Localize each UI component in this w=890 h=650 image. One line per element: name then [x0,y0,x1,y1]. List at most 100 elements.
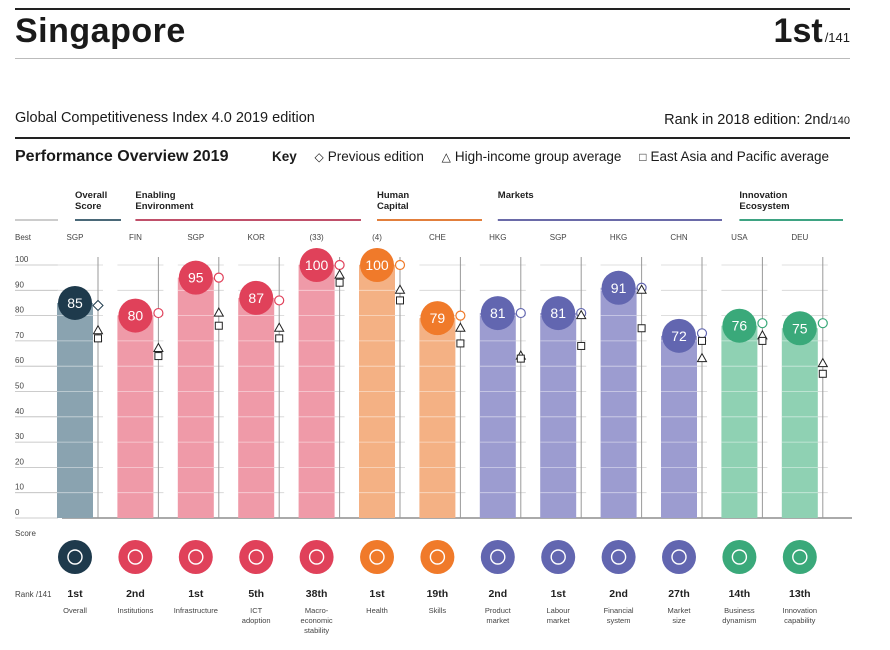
previous-edition-marker [334,259,345,271]
performance-chart: OverallScoreEnablingEnvironmentHumanCapi… [15,190,852,635]
score-label: 100 [365,257,389,273]
pillar-name-line: ICT [250,606,263,615]
key-east-asia: □ East Asia and Pacific average [639,149,829,164]
pillar-name-line: system [607,616,631,625]
east-asia-marker [516,354,525,363]
score-label: 85 [67,295,83,311]
pillar-name-line: stability [304,626,329,635]
east-asia-marker [154,352,163,361]
rank-2018-label: Rank in 2018 edition: 2nd [664,112,829,128]
high-income-marker [394,284,406,294]
high-income-marker [92,324,104,335]
best-country-label: HKG [610,233,627,242]
chart-key: Key ◇ Previous edition △ High-income group… [272,149,829,164]
country-name: Singapore [15,12,186,50]
icon-glyph-shape [188,549,204,565]
score-bar [57,302,93,518]
y-tick-label: 0 [15,508,20,517]
previous-edition-marker [817,318,828,329]
score-bar [540,313,577,518]
card-icon [601,540,636,574]
score-circle [239,280,274,315]
score-circle [662,318,696,353]
score-circle [178,260,213,295]
pillar-name-line: economic [301,616,333,625]
pillar-name-line: Overall [63,606,87,615]
icon-glyph-shape [731,549,748,565]
group-label: Ecosystem [739,201,789,212]
y-tick-label: 40 [15,407,24,416]
pillar-name-line: Infrastructure [174,606,218,615]
previous-edition-marker [394,259,406,271]
previous-edition-marker [455,310,466,321]
key-east-asia-label: East Asia and Pacific average [650,149,830,164]
best-country-label: FIN [129,233,142,242]
best-country-label: KOR [248,233,266,242]
graduate-icon [420,540,455,574]
high-income-marker [153,342,164,352]
east-asia-marker [94,334,102,343]
score-circle [118,298,153,333]
score-bar [721,325,758,518]
pillar-rank: 5th [248,588,264,600]
east-asia-marker [577,341,586,350]
y-axis-label: Score [15,529,36,538]
y-tick-label: 50 [15,382,24,391]
pillar-name-line: Innovation [782,606,817,615]
score-circle [782,311,817,346]
pillar-rank: 13th [789,588,811,600]
best-country-label: (33) [309,233,324,242]
header-rule [15,58,850,59]
pillar-rank: 1st [67,588,83,600]
pillar-rank: 19th [427,588,449,600]
high-income-marker [455,322,466,332]
previous-edition-marker [213,272,224,283]
score-label: 91 [611,280,627,296]
previous-edition-marker [274,295,285,306]
east-asia-marker [335,278,344,287]
group-label: Innovation [739,190,787,201]
group-label: Capital [377,201,409,212]
best-country-label: DEU [791,233,808,242]
score-circle [58,285,92,320]
overall-rank-value: 1st [773,12,823,50]
tag-icon [480,540,515,574]
pillar-name-line: capability [784,616,816,625]
pillar-name-line: Business [724,606,755,615]
performance-title: Performance Overview 2019 [15,148,229,165]
score-bar [177,277,214,518]
previous-edition-marker [515,307,526,319]
high-income-marker [273,322,285,332]
icon-glyph-shape [490,549,506,565]
pillar-name-line: Market [668,606,692,615]
icon-glyph-shape [369,549,385,565]
group-label: Markets [498,190,534,201]
workers-icon [541,540,576,574]
score-bar [419,318,456,518]
pillar-rank: 2nd [126,588,145,600]
east-asia-marker [698,336,706,345]
pillar-rank: 1st [188,588,204,600]
score-bar [661,335,697,518]
expand-icon [662,540,696,574]
pillar-name-line: market [547,616,571,625]
key-label: Key [272,149,297,164]
icon-glyph-shape [429,549,446,565]
pillar-rank: 38th [306,588,328,600]
score-label: 81 [550,305,566,321]
east-asia-marker [396,296,404,305]
score-label: 72 [671,328,687,344]
pillar-name-line: market [486,616,510,625]
best-country-label: CHN [670,233,688,242]
diamond-icon: ◇ [314,150,324,164]
rank-2018: Rank in 2018 edition: 2nd/140 [664,112,850,128]
score-label: 75 [792,320,808,336]
best-country-label: USA [731,233,748,242]
pillar-name-line: Health [366,606,388,615]
institution-icon [118,540,153,574]
previous-edition-marker [696,328,708,339]
score-circle [420,301,455,336]
pillar-rank: 27th [668,588,690,600]
pillar-rank: 2nd [609,588,628,600]
y-tick-label: 80 [15,306,24,315]
